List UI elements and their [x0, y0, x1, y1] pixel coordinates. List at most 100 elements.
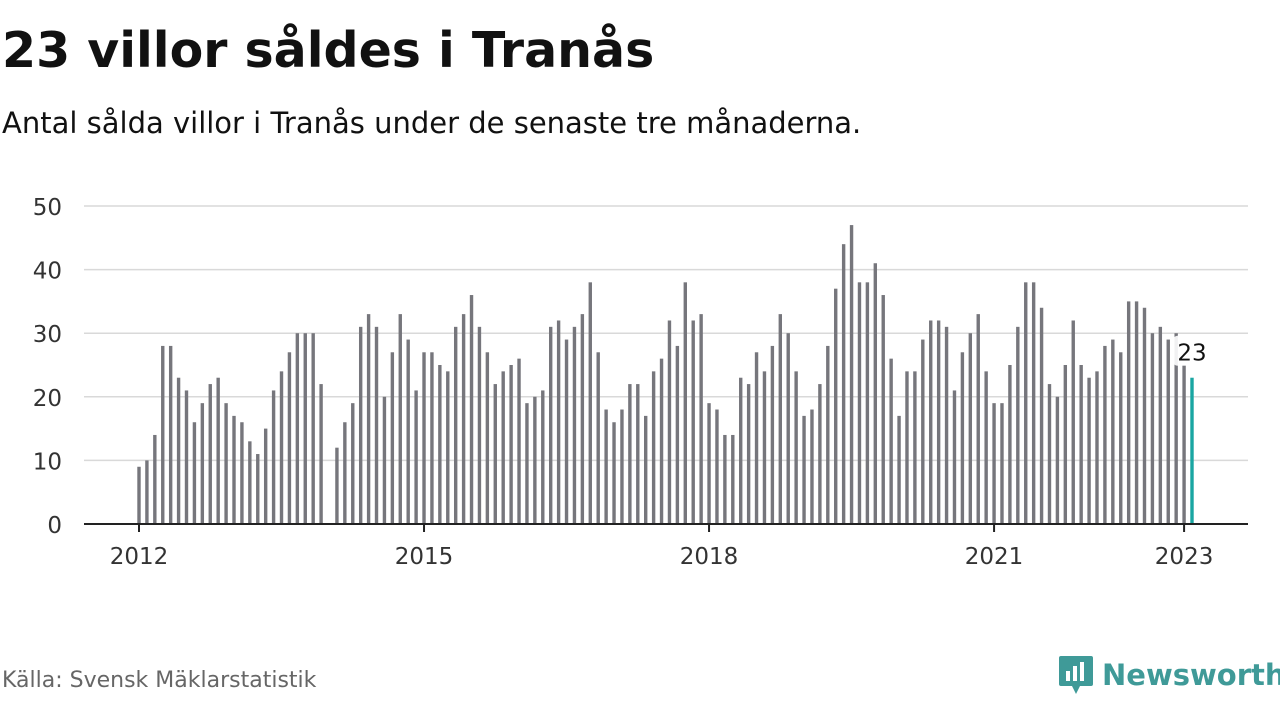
data-label-background [1172, 335, 1212, 366]
bar [224, 403, 228, 524]
bar [240, 422, 244, 524]
bar [786, 333, 790, 524]
bar [826, 345, 830, 524]
bar [319, 384, 323, 524]
bar [517, 358, 521, 524]
bar [168, 345, 173, 524]
bar [572, 326, 577, 524]
bar [731, 434, 735, 524]
bar [525, 403, 529, 524]
bar [707, 403, 711, 524]
bar [620, 409, 624, 524]
bar [1071, 320, 1075, 524]
x-tick-label: 2015 [395, 544, 454, 570]
bar-chart: 0 10 20 30 40 50 2012 2015 2018 2021 2023 23 [33, 195, 1248, 570]
bar [1031, 282, 1036, 524]
bar [541, 390, 545, 524]
bar [1158, 326, 1163, 524]
bar [406, 339, 410, 524]
bar [469, 295, 474, 524]
bar [509, 365, 513, 524]
bar [263, 428, 268, 524]
bar [865, 282, 870, 524]
bar [1111, 339, 1115, 524]
bar [311, 333, 315, 524]
bar [564, 339, 569, 524]
bar [351, 403, 355, 524]
bar [1063, 365, 1068, 524]
bar [936, 320, 941, 524]
y-tick-label: 20 [33, 386, 62, 412]
bar [438, 365, 442, 524]
bar [422, 352, 426, 524]
bar [802, 415, 806, 524]
bar [1000, 403, 1004, 524]
bar [248, 441, 252, 524]
bar [683, 282, 687, 524]
bar [453, 326, 458, 524]
bar [137, 466, 141, 524]
bar [295, 333, 300, 524]
bar [271, 390, 276, 524]
bar [548, 326, 553, 524]
bar [580, 314, 585, 524]
bar [256, 454, 260, 524]
bar [1166, 339, 1170, 524]
brand-name: Newsworthy [1102, 658, 1280, 692]
bar [762, 371, 767, 524]
bar [596, 352, 600, 524]
bar [905, 371, 909, 524]
x-tick-label: 2012 [110, 544, 169, 570]
bar [644, 415, 648, 524]
bar [715, 409, 719, 524]
bar [1024, 282, 1028, 524]
bar-highlight [1190, 377, 1194, 524]
bar [1142, 307, 1147, 524]
bar [485, 352, 490, 524]
bar [430, 352, 434, 524]
bar [667, 320, 672, 524]
bar [984, 371, 988, 524]
y-tick-label: 50 [33, 195, 62, 221]
bar [153, 434, 157, 524]
bar [659, 358, 664, 524]
bar [1008, 365, 1012, 524]
bar [1016, 326, 1020, 524]
bar [287, 352, 292, 524]
newsworthy-logo[interactable]: Newsworthy [1058, 654, 1280, 696]
bar [335, 447, 339, 524]
bar [968, 333, 973, 524]
bar [1095, 371, 1099, 524]
bar [881, 295, 885, 524]
bar [390, 352, 395, 524]
data-label: 23 [1177, 341, 1206, 367]
bar [628, 384, 632, 524]
x-tick-label: 2018 [680, 544, 739, 570]
bar [604, 409, 608, 524]
chart-subtitle: Antal sålda villor i Tranås under de sen… [2, 106, 862, 140]
bar [952, 390, 957, 524]
bar [374, 326, 379, 524]
bar [873, 263, 878, 524]
bar [161, 345, 165, 524]
y-tick-label: 0 [47, 513, 62, 539]
y-tick-label: 30 [33, 322, 62, 348]
bar [414, 390, 418, 524]
bar [208, 384, 212, 524]
bar [176, 377, 181, 524]
bar [921, 339, 925, 524]
bar [897, 415, 901, 524]
bar [929, 320, 933, 524]
x-tick-label: 2023 [1155, 544, 1214, 570]
bar [382, 396, 387, 524]
bar [398, 314, 402, 524]
bar [1047, 384, 1052, 524]
chart-title: 23 villor såldes i Tranås [2, 22, 655, 79]
bar [818, 384, 822, 524]
bar [1039, 307, 1044, 524]
bar [232, 415, 236, 524]
bar [691, 320, 695, 524]
bar [810, 409, 814, 524]
bar [303, 333, 307, 524]
bar [358, 326, 363, 524]
